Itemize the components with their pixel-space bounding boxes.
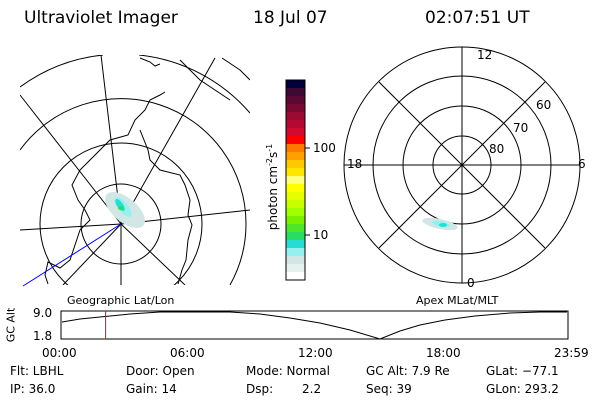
- colorbar-band: [286, 248, 305, 257]
- colorbar-band: [286, 192, 305, 201]
- colorbar-band: [286, 160, 305, 169]
- lat-70: 70: [513, 121, 529, 135]
- colorbar-label: photon cm-2s-1: [265, 122, 280, 252]
- altitude-plot-frame: [60, 310, 569, 340]
- colorbar-band: [286, 80, 305, 89]
- lat-80: 80: [489, 142, 505, 156]
- geographic-label: Geographic Lat/Lon: [67, 294, 175, 307]
- colorbar-band: [286, 184, 305, 193]
- satellite-direction-line: [22, 223, 122, 287]
- colorbar-band: [286, 104, 305, 113]
- timeline-ylabel: GC Alt: [4, 307, 18, 343]
- colorbar-unit2: s: [266, 151, 280, 158]
- colorbar-band: [286, 144, 305, 153]
- colorbar-band: [286, 264, 305, 273]
- colorbar-band: [286, 152, 305, 161]
- colorbar-band: [286, 168, 305, 177]
- colorbar-tick-10: 10: [313, 228, 329, 242]
- dsp-value: 2.2: [302, 382, 322, 396]
- door-info: Door: Open: [126, 364, 195, 378]
- colorbar-band: [286, 96, 305, 105]
- glon-info: GLon: 293.2: [486, 382, 559, 396]
- colorbar-unit: photon cm: [266, 165, 280, 231]
- xtick-6: 06:00: [170, 346, 205, 360]
- colorbar-band: [286, 120, 305, 129]
- colorbar-band: [286, 240, 305, 249]
- dsp-label: Dsp:: [246, 382, 274, 396]
- lat-60: 60: [536, 98, 552, 112]
- glat-info: GLat: −77.1: [486, 364, 559, 378]
- colorbar-band: [286, 200, 305, 209]
- aurora-emission: [105, 192, 145, 228]
- xtick-end: 23:59: [554, 346, 589, 360]
- filter-info: Flt: LBHL: [10, 364, 64, 378]
- colorbar-band: [286, 88, 305, 97]
- ytick-1.8: 1.8: [33, 329, 53, 343]
- mode-info: Mode: Normal: [246, 364, 330, 378]
- date-label: 18 Jul 07: [253, 8, 328, 28]
- ip-info: IP: 36.0: [10, 382, 56, 396]
- mlt-12: 12: [477, 48, 493, 62]
- colorbar: [286, 80, 305, 281]
- xtick-18: 18:00: [426, 346, 461, 360]
- mlt-0: 0: [467, 276, 475, 290]
- colorbar-band: [286, 216, 305, 225]
- colorbar-band: [286, 208, 305, 217]
- ytick-9: 9.0: [33, 306, 53, 320]
- gcalt-info: GC Alt: 7.9 Re: [366, 364, 450, 378]
- apex-polar-plot: [343, 46, 581, 284]
- colorbar-exp1: -2: [265, 157, 274, 166]
- colorbar-tick-100: 100: [313, 141, 336, 155]
- gain-info: Gain: 14: [126, 382, 177, 396]
- colorbar-band: [286, 224, 305, 233]
- xtick-12: 12:00: [298, 346, 333, 360]
- colorbar-band: [286, 128, 305, 137]
- colorbar-band: [286, 112, 305, 121]
- time-label: 02:07:51 UT: [425, 8, 530, 28]
- mlt-18: 18: [347, 157, 363, 171]
- instrument-title: Ultraviolet Imager: [24, 8, 178, 28]
- colorbar-band: [286, 272, 305, 281]
- colorbar-band: [286, 232, 305, 241]
- colorbar-band: [286, 176, 305, 185]
- colorbar-exp2: -1: [265, 143, 274, 152]
- apex-aurora: [422, 217, 458, 231]
- colorbar-band: [286, 136, 305, 145]
- mlt-6: 6: [578, 157, 586, 171]
- seq-info: Seq: 39: [366, 382, 412, 396]
- altitude-curve: [61, 311, 567, 340]
- apex-label: Apex MLat/MLT: [416, 294, 499, 307]
- xtick-0: 00:00: [42, 346, 77, 360]
- colorbar-band: [286, 256, 305, 265]
